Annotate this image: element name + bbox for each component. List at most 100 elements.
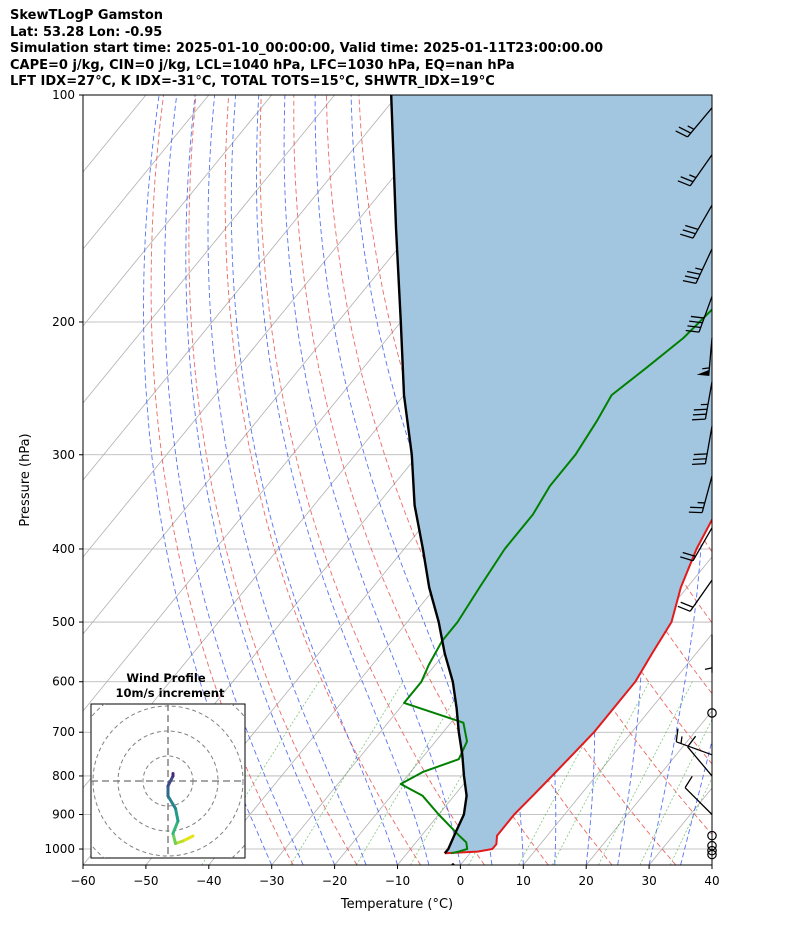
wind-barb [692, 381, 713, 421]
mixing-ratio-line [598, 681, 693, 865]
wind-barb [685, 296, 713, 333]
calm-circle [707, 840, 717, 851]
barb-full [684, 275, 699, 280]
y-tick-label: 900 [52, 808, 75, 822]
x-tick-label: 30 [641, 874, 656, 888]
moist-adiabat [314, 95, 493, 865]
barb-full [689, 320, 703, 324]
cape-fill-area [391, 95, 712, 854]
barb-full [678, 126, 692, 134]
barb-full [682, 229, 696, 235]
y-tick-label: 300 [52, 448, 75, 462]
barb-full [692, 458, 707, 461]
y-tick-label: 200 [52, 315, 75, 329]
y-tick-label: 400 [52, 542, 75, 556]
cape-shading [391, 95, 712, 854]
wind-barb [704, 634, 713, 673]
dry-adiabat [717, 95, 794, 865]
x-tick-label: −40 [196, 874, 221, 888]
barb-full [685, 224, 699, 231]
y-tick-label: 700 [52, 725, 75, 739]
moist-adiabat [207, 95, 367, 865]
barb-full [692, 418, 706, 421]
barb-half [680, 736, 683, 744]
isotherm-line [83, 95, 398, 481]
barb-full [677, 605, 691, 612]
wind-barb [688, 475, 713, 514]
barb-full [686, 270, 701, 275]
barb-half [695, 267, 703, 271]
index-line: LFT IDX=27°C, K IDX=-31°C, TOTAL TOTS=15… [10, 74, 495, 89]
wind-barb [682, 248, 713, 284]
time-line: Simulation start time: 2025-01-10_00:00:… [10, 41, 603, 56]
isotherm-line [83, 95, 84, 96]
moist-adiabat [164, 95, 304, 865]
isotherm-line [83, 95, 335, 404]
barb-full [682, 279, 697, 284]
barb-staff [687, 746, 713, 777]
hodograph-segment [166, 774, 175, 788]
barb-staff [704, 381, 713, 420]
axes: Temperature (°C) Pressure (hPa) −60 −50 −4… [18, 88, 720, 912]
barb-full [687, 325, 701, 329]
dry-adiabat [750, 95, 794, 865]
wind-barb [675, 728, 713, 756]
barb-full [693, 453, 708, 456]
barb-full [684, 775, 693, 788]
hodograph-segment [181, 834, 195, 843]
y-tick-label: 800 [52, 769, 75, 783]
wind-barb [680, 527, 713, 562]
wind-barb [707, 840, 717, 851]
x-tick-label: 20 [579, 874, 594, 888]
wind-barb [687, 735, 713, 777]
calm-circle [707, 708, 717, 718]
x-tick-label: −60 [70, 874, 95, 888]
barb-full [675, 728, 679, 742]
chart-title: SkewTLogP Gamston [10, 8, 164, 23]
barb-staff [676, 741, 713, 756]
hodograph-inset: Wind Profile 10m/s increment [90, 671, 246, 859]
dry-adiabat [150, 95, 294, 865]
wind-barb [696, 337, 713, 376]
calm-circle [707, 830, 717, 841]
mixing-ratio-line [290, 681, 404, 865]
barb-flag [696, 369, 710, 376]
isotherm-line [585, 710, 712, 865]
barb-staff [687, 107, 713, 138]
dry-adiabat [224, 95, 422, 865]
barb-staff [684, 787, 713, 815]
calm-circle [707, 845, 717, 856]
barb-full [687, 735, 697, 748]
isotherm-line [83, 95, 210, 250]
dewpoint-profile [399, 308, 712, 855]
barb-full [680, 556, 694, 562]
y-axis-label: Pressure (hPa) [18, 433, 33, 526]
x-tick-label: 40 [704, 874, 719, 888]
x-tick-label: −50 [133, 874, 158, 888]
y-tick-label: 100 [52, 88, 75, 102]
x-tick-label: −30 [259, 874, 284, 888]
barb-full [675, 130, 688, 138]
hodograph-segment [174, 807, 180, 823]
barb-full [692, 463, 706, 466]
isotherm-line [522, 633, 712, 865]
wind-barbs [675, 107, 717, 860]
barb-staff [701, 475, 713, 513]
isotherm-line [711, 864, 712, 865]
barb-half [687, 125, 695, 130]
barb-full [680, 601, 694, 608]
dry-adiabat [188, 95, 358, 865]
barb-full [680, 176, 694, 183]
isotherm-line [83, 95, 273, 327]
barb-full [680, 233, 694, 239]
wind-barb [692, 426, 713, 466]
barb-full [682, 551, 696, 558]
hodograph-segment [166, 794, 177, 810]
dry-adiabat [259, 95, 485, 865]
x-axis-label: Temperature (°C) [340, 897, 453, 912]
moist-adiabat [143, 95, 273, 865]
barb-full [690, 315, 705, 319]
barb-full [692, 413, 707, 416]
barb-half [704, 667, 713, 671]
mixing-ratio-line [551, 681, 650, 865]
